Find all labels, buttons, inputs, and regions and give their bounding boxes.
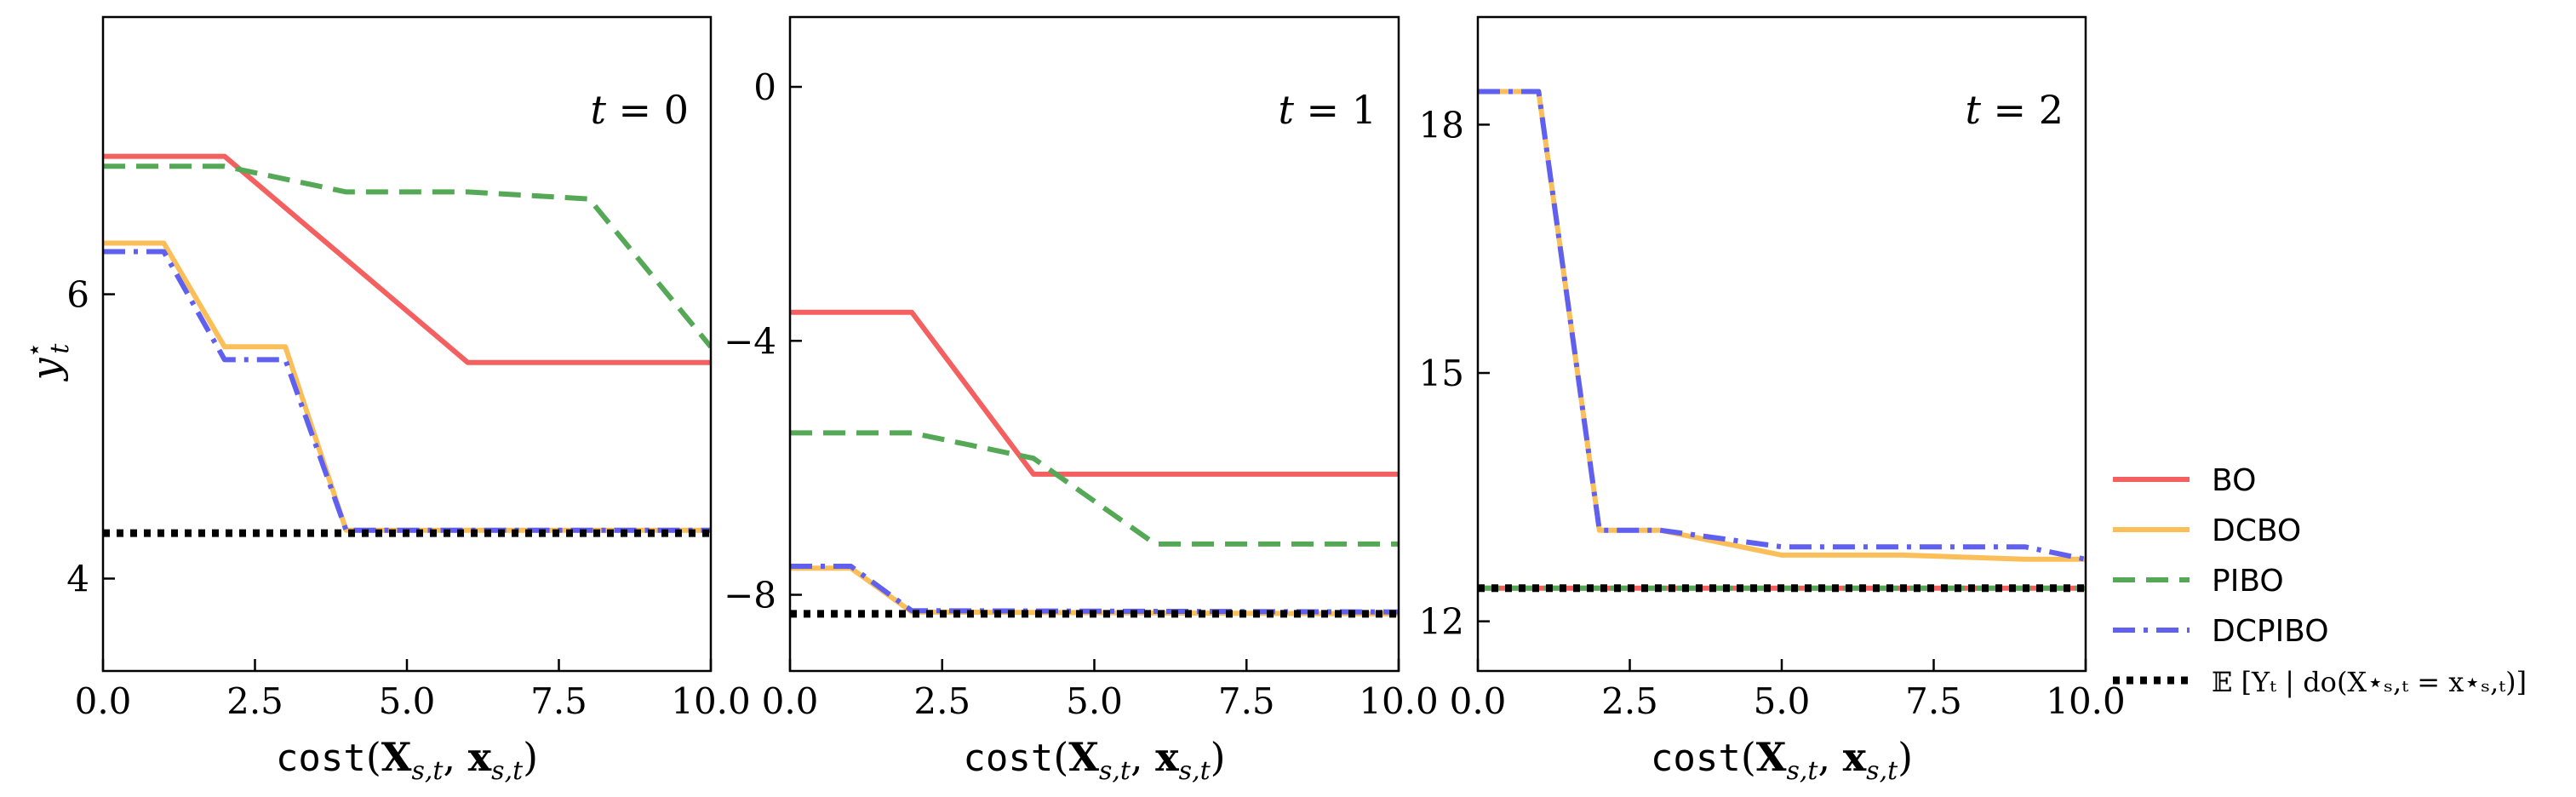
series-group [790,309,1399,618]
x-tick-label: 5.0 [1754,680,1811,722]
legend-entry: PIBO [2113,564,2284,599]
y-tick-label: 12 [1419,601,1464,643]
panel-0: 0.0 2.5 5.0 7.5 10.0 4 6 t = 0 cost(Xs,t, xs,t) y… [20,15,751,786]
x-tick-label: 10.0 [671,680,751,722]
x-tick-label: 10.0 [1359,680,1439,722]
y-tick-label: 18 [1419,104,1464,146]
legend-entry: BO [2113,463,2256,498]
x-tick-label: 7.5 [530,680,587,722]
x-tick-label: 0.0 [1450,680,1507,722]
panel-label: t = 2 [1965,87,2064,133]
y-tick-label: 15 [1419,353,1464,394]
panel-2: 0.0 2.5 5.0 7.5 10.0 12 15 18 t = 2 cost(Xs,t, xs… [1419,15,2126,786]
legend-label: 𝔼 [Yₜ | do(X⋆ₛ,ₜ = x⋆ₛ,ₜ)] [2212,666,2527,698]
y-tick-label: 4 [66,558,89,599]
legend-entry: 𝔼 [Yₜ | do(X⋆ₛ,ₜ = x⋆ₛ,ₜ)] [2113,666,2527,698]
panel-label: t = 1 [1278,87,1377,133]
x-tick-label: 10.0 [2046,680,2126,722]
x-tick-label: 2.5 [226,680,283,722]
legend-entry: DCPIBO [2113,614,2329,649]
x-axis-label: cost(Xs,t, xs,t) [1651,734,1913,786]
y-axis-label: y⋆t [20,342,75,382]
x-tick-label: 2.5 [913,680,970,722]
legend-label: DCBO [2212,513,2301,548]
x-tick-label: 0.0 [762,680,819,722]
x-axis-label: cost(Xs,t, xs,t) [276,734,538,786]
legend-label: DCPIBO [2212,614,2329,649]
panel-1: 0.0 2.5 5.0 7.5 10.0 0 −4 −8 t = 1 cost(Xs,t, xs,… [724,15,1439,786]
series-line-dcpibo [790,564,1399,615]
y-tick-label: 6 [66,274,89,316]
series-group [103,153,711,537]
panels: 0.0 2.5 5.0 7.5 10.0 4 6 t = 0 cost(Xs,t, xs,t) y… [20,15,2126,786]
series-line-bo [103,153,711,365]
series-line-pibo [103,163,711,349]
legend-entry: DCBO [2113,513,2301,548]
series-line-dcbo [1478,89,2086,562]
panel-label: t = 0 [590,87,689,133]
y-tick-label: −8 [724,575,776,616]
series-line-dcbo [103,240,711,533]
x-tick-label: 7.5 [1905,680,1962,722]
x-tick-label: 7.5 [1218,680,1275,722]
x-axis-label: cost(Xs,t, xs,t) [963,734,1225,786]
series-line-pibo [790,430,1399,547]
y-tick-label: 0 [753,66,776,108]
legend: BO DCBO PIBO DCPIBO 𝔼 [Yₜ | do(X⋆ₛ,ₜ = x⋆ₛ,ₜ… [2113,463,2527,698]
y-tick-label: −4 [724,320,776,362]
x-tick-label: 5.0 [1066,680,1123,722]
series-line-bo [790,309,1399,477]
legend-label: PIBO [2212,564,2284,599]
series-group [1478,89,2086,593]
x-tick-label: 0.0 [75,680,132,722]
series-line-dcpibo [1478,89,2086,562]
x-tick-label: 5.0 [379,680,436,722]
x-tick-label: 2.5 [1601,680,1658,722]
legend-label: BO [2212,463,2256,498]
